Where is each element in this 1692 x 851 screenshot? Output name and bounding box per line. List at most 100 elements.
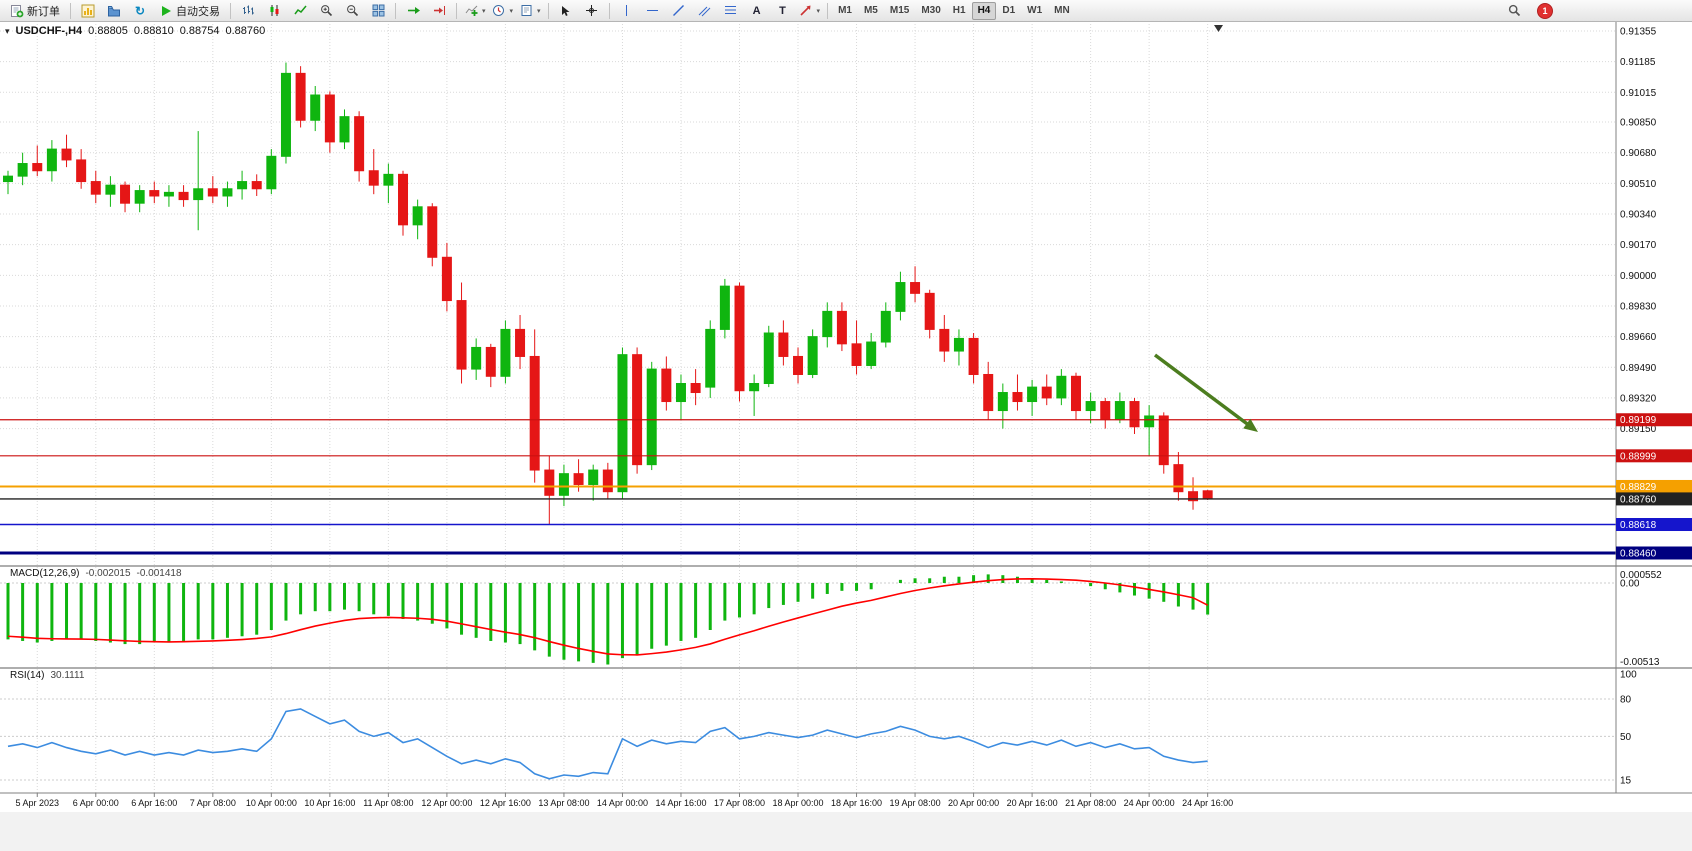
svg-text:0.91015: 0.91015	[1620, 88, 1657, 99]
templates-button[interactable]: ▾	[516, 1, 544, 21]
zoom-in-icon	[319, 4, 333, 18]
price-tag-0.89199[interactable]: 0.89199	[1616, 413, 1692, 427]
periods-button[interactable]: ▾	[489, 1, 517, 21]
equidistant-channel-button[interactable]	[692, 1, 718, 21]
autotrading-play-icon	[159, 4, 173, 18]
timeframe-button-h1[interactable]: H1	[952, 5, 966, 16]
new-order-icon	[10, 4, 24, 18]
price-tag-0.88618[interactable]: 0.88618	[1616, 518, 1692, 532]
candlestick-chart-button[interactable]	[261, 1, 287, 21]
svg-text:10 Apr 00:00: 10 Apr 00:00	[246, 798, 297, 808]
line-chart-button[interactable]	[287, 1, 313, 21]
macd-indicator	[6, 574, 1210, 665]
crosshair-button[interactable]	[579, 1, 605, 21]
indicators-button[interactable]: ▾	[461, 1, 489, 21]
svg-text:19 Apr 08:00: 19 Apr 08:00	[890, 798, 941, 808]
svg-text:6 Apr 00:00: 6 Apr 00:00	[73, 798, 119, 808]
price-tag-0.88460[interactable]: 0.88460	[1616, 546, 1692, 560]
svg-text:0.88460: 0.88460	[1620, 548, 1657, 559]
macd-value: -0.002015	[85, 568, 131, 579]
svg-text:0.88829: 0.88829	[1620, 482, 1657, 493]
vertical-line-button[interactable]	[614, 1, 640, 21]
fibonacci-button[interactable]	[718, 1, 744, 21]
svg-text:21 Apr 08:00: 21 Apr 08:00	[1065, 798, 1116, 808]
price-axis: 0.91355 0.91185 0.91015 0.90850 0.90680 0.905…	[1620, 27, 1662, 787]
new-order-button[interactable]: 新订单	[4, 1, 66, 21]
timeframe-button-m15[interactable]: M15	[889, 5, 910, 16]
svg-text:0.90340: 0.90340	[1620, 210, 1657, 221]
timeframe-button-m30[interactable]: M30	[921, 5, 941, 16]
timeframe-button-m5[interactable]: M5	[863, 5, 878, 16]
one-click-trading-toggle[interactable]: ▾	[5, 25, 10, 36]
cursor-button[interactable]	[553, 1, 579, 21]
search-button[interactable]	[1501, 1, 1527, 21]
toolbar-separator	[230, 2, 231, 19]
price-tag-0.88829[interactable]: 0.88829	[1616, 479, 1692, 493]
ohlc-open: 0.88805	[88, 25, 128, 37]
dropdown-caret: ▾	[509, 7, 514, 15]
ohlc-high: 0.88810	[133, 25, 174, 37]
arrow-tools-button[interactable]: ▾	[796, 1, 824, 21]
svg-text:24 Apr 16:00: 24 Apr 16:00	[1182, 798, 1233, 808]
svg-text:12 Apr 16:00: 12 Apr 16:00	[480, 798, 531, 808]
tile-windows-button[interactable]	[365, 1, 391, 21]
timeframe-button-h4[interactable]: H4	[971, 1, 997, 20]
svg-text:0.91185: 0.91185	[1620, 57, 1656, 68]
price-tag-0.88999[interactable]: 0.88999	[1616, 449, 1692, 463]
refresh-button[interactable]: ↻	[127, 1, 153, 21]
text-a-icon: A	[752, 4, 761, 17]
main-toolbar: 新订单 ↻ 自动交易	[0, 0, 1692, 22]
chart-canvas[interactable]: 0.91355 0.91185 0.91015 0.90850 0.90680 0.905…	[0, 22, 1692, 851]
panel-splitter-rsi[interactable]	[0, 667, 1692, 669]
trend-arrow-annotation[interactable]	[1153, 353, 1258, 432]
text-label-button[interactable]: T	[770, 1, 796, 21]
text-button[interactable]: A	[744, 1, 770, 21]
svg-text:0.90170: 0.90170	[1620, 240, 1657, 251]
cursor-arrow-icon	[559, 4, 573, 18]
panel-splitter-macd[interactable]	[0, 565, 1692, 567]
svg-text:0.88618: 0.88618	[1620, 520, 1657, 531]
profiles-button[interactable]	[101, 1, 127, 21]
svg-text:6 Apr 16:00: 6 Apr 16:00	[131, 798, 177, 808]
zoom-in-button[interactable]	[313, 1, 339, 21]
notifications-badge[interactable]: 1	[1537, 2, 1553, 19]
macd-signal-value: -0.001418	[136, 568, 182, 579]
macd-name: MACD(12,26,9)	[10, 568, 80, 579]
time-axis: 5 Apr 2023 6 Apr 00:00 6 Apr 16:00 7 Apr 08…	[15, 793, 1233, 808]
svg-text:-0.00513: -0.00513	[1620, 657, 1660, 668]
horizontal-line-button[interactable]	[640, 1, 666, 21]
price-tag-0.88760[interactable]: 0.88760	[1616, 492, 1692, 506]
auto-scroll-button[interactable]	[400, 1, 426, 21]
chart-shift-marker[interactable]	[1214, 25, 1223, 32]
bar-chart-button[interactable]	[235, 1, 261, 21]
svg-text:13 Apr 08:00: 13 Apr 08:00	[538, 798, 589, 808]
timeframe-button-d1[interactable]: D1	[1002, 5, 1016, 16]
chart-symbol-period: USDCHF-,H4	[15, 25, 83, 37]
zoom-out-button[interactable]	[339, 1, 365, 21]
timeframe-button-mn[interactable]: MN	[1054, 5, 1070, 16]
svg-text:5 Apr 2023: 5 Apr 2023	[15, 798, 59, 808]
chart-area[interactable]: 0.91355 0.91185 0.91015 0.90850 0.90680 0.905…	[0, 22, 1692, 851]
channel-icon	[698, 4, 712, 18]
timeframe-button-w1[interactable]: W1	[1027, 5, 1043, 16]
svg-text:0.88760: 0.88760	[1620, 494, 1657, 505]
svg-text:80: 80	[1620, 694, 1632, 705]
autotrading-label: 自动交易	[176, 5, 220, 18]
svg-text:0.89320: 0.89320	[1620, 393, 1657, 404]
tile-windows-icon	[371, 4, 385, 18]
rsi-indicator-label: RSI(14) 30.1111	[10, 670, 84, 681]
autotrading-button[interactable]: 自动交易	[153, 1, 226, 21]
svg-text:100: 100	[1620, 670, 1637, 681]
rsi-name: RSI(14)	[10, 670, 45, 681]
ohlc-low: 0.88754	[179, 25, 220, 37]
new-order-label: 新订单	[27, 5, 60, 18]
line-chart-icon	[293, 4, 307, 18]
svg-text:0.89660: 0.89660	[1620, 332, 1657, 343]
trendline-button[interactable]	[666, 1, 692, 21]
timeframe-button-m1[interactable]: M1	[838, 5, 852, 16]
candles-layer	[3, 62, 1213, 525]
toolbar-separator	[608, 2, 610, 19]
svg-text:20 Apr 00:00: 20 Apr 00:00	[948, 798, 999, 808]
chart-shift-button[interactable]	[426, 1, 452, 21]
new-chart-button[interactable]	[75, 1, 101, 21]
